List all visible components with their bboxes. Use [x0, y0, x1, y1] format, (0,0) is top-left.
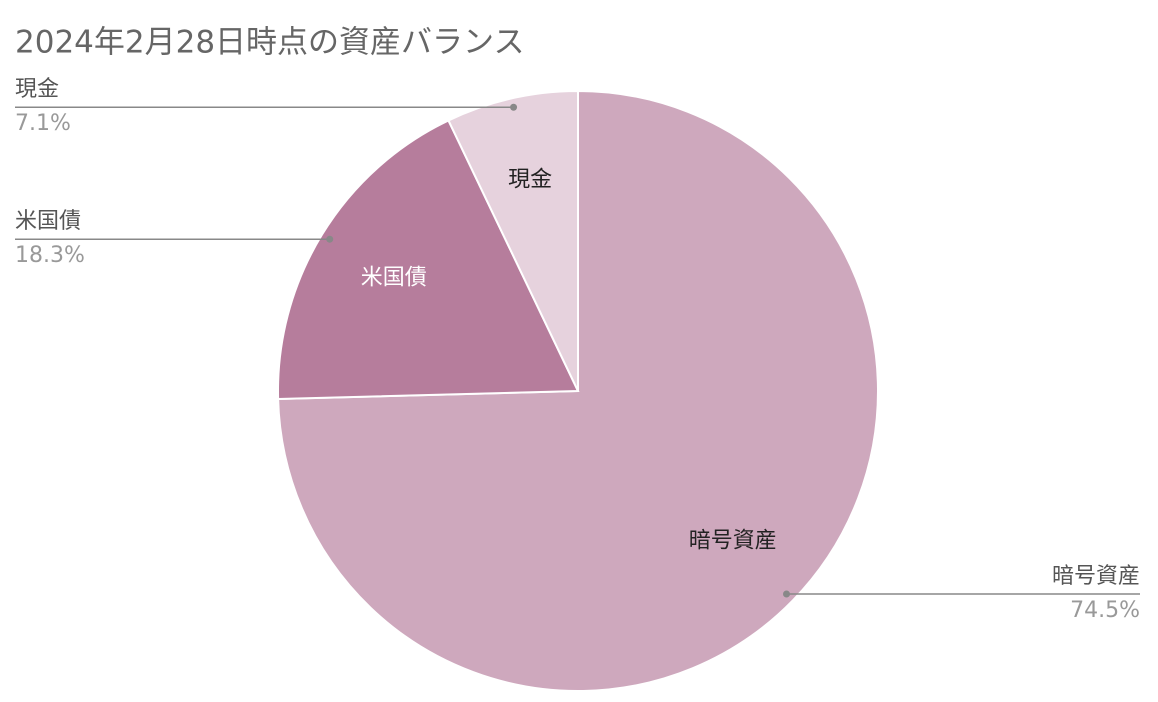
leader-dot [782, 590, 790, 598]
leader-dot [326, 235, 334, 243]
slice-label: 暗号資産 [689, 529, 777, 554]
legend-label: 現金 [15, 77, 59, 102]
pie-slice [447, 89, 579, 392]
slice-label: 米国債 [361, 265, 427, 290]
chart-title: 2024年2月28日時点の資産バランス [15, 25, 524, 61]
leader-dot [510, 103, 518, 111]
pie-slice [277, 119, 580, 401]
slice-label: 現金 [508, 167, 552, 192]
legend-label: 暗号資産 [1052, 564, 1140, 589]
percent-label: 74.5% [1070, 598, 1140, 623]
legend-label: 米国債 [15, 209, 81, 234]
percent-label: 18.3% [15, 243, 85, 268]
percent-label: 7.1% [15, 111, 71, 136]
